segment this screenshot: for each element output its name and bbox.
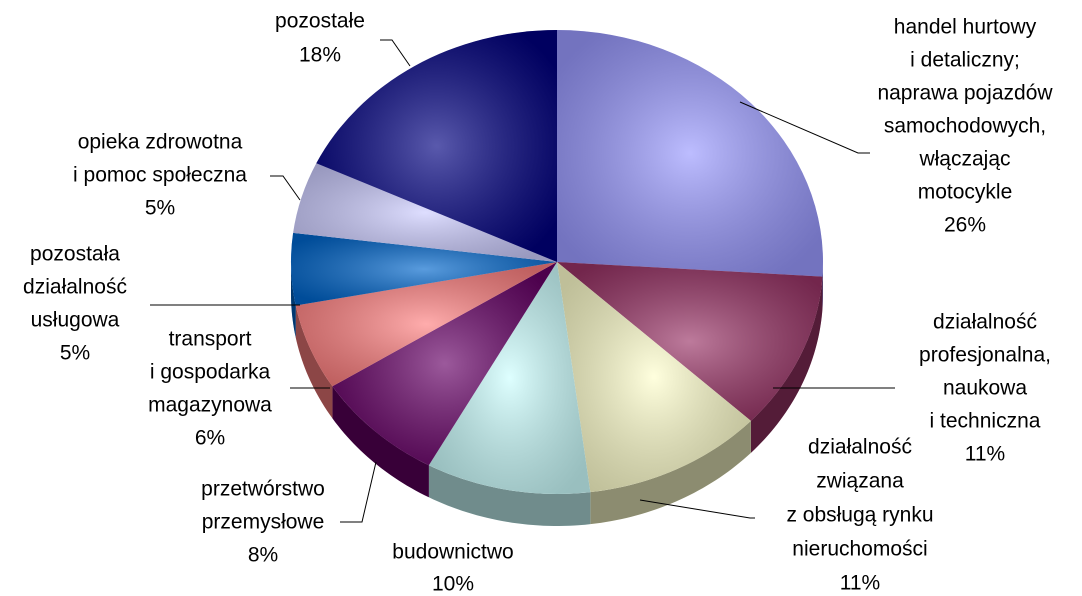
slice-label: związana [816, 470, 904, 493]
slice-side-shade [295, 305, 333, 419]
slice-label: nieruchomości [792, 538, 927, 561]
value-label: 6% [195, 427, 225, 450]
leader-line [270, 175, 301, 201]
slice-label: profesjonalna, [919, 344, 1051, 367]
value-label: 5% [145, 197, 175, 220]
value-label: 11% [840, 572, 880, 595]
slice-label: z obsługą rynku [786, 504, 933, 527]
slice-label: transport [169, 328, 252, 351]
slice-label: pozostałe [275, 10, 365, 33]
slice-label: naprawa pojazdów [877, 82, 1053, 105]
slice-label: pozostała [30, 243, 120, 266]
slice-shine [291, 232, 557, 306]
leader-line [739, 101, 870, 154]
slice-label: działalność [23, 276, 127, 299]
value-label: 11% [965, 443, 1005, 466]
slice-shine [293, 163, 557, 262]
leader-line [639, 499, 755, 519]
slice-side-shade [332, 386, 429, 498]
slice-label: i gospodarka [150, 361, 271, 384]
slice-label: i techniczna [930, 410, 1041, 433]
slice-shine [557, 262, 823, 421]
leader-line [340, 461, 377, 523]
slice-side-shade [822, 262, 823, 309]
slice-label: przetwórstwo [201, 478, 325, 501]
value-label: 10% [432, 573, 474, 596]
slice-label: usługowa [31, 309, 120, 332]
slice-side [332, 386, 429, 498]
slice-label: i pomoc społeczna [73, 164, 247, 187]
slice-label: przemysłowe [202, 511, 325, 534]
slice-side-shade [590, 420, 751, 525]
slice-side [750, 276, 823, 453]
slice-label: opieka zdrowotna [78, 131, 243, 154]
slice-shine [295, 262, 557, 387]
slice-shine [316, 30, 557, 262]
slice-side [428, 465, 591, 526]
slice-shine [557, 30, 823, 277]
leader-line [380, 39, 411, 67]
slice-label: magazynowa [148, 394, 272, 417]
slice-label: włączając [918, 148, 1010, 171]
value-label: 26% [944, 214, 986, 237]
slice-shine [332, 262, 557, 466]
slice-side-shade [291, 262, 296, 338]
slice-label: samochodowych, [884, 115, 1046, 138]
slice-shine [557, 262, 751, 493]
slice-label: i detaliczny; [910, 49, 1020, 72]
value-label: 18% [299, 44, 341, 67]
slice-label: handel hurtowy [894, 16, 1037, 39]
slice-label: działalność [808, 436, 912, 459]
slice-label: motocykle [918, 181, 1013, 204]
slice-label: działalność [933, 311, 1037, 334]
value-label: 5% [60, 342, 90, 365]
slice-side-shade [428, 465, 591, 526]
slice-side-shade [750, 276, 823, 453]
slice-side [295, 305, 333, 419]
slice-label: naukowa [943, 377, 1027, 400]
slice-side [822, 262, 823, 309]
value-label: 8% [248, 544, 278, 567]
slice-side [590, 420, 751, 525]
slice-shine [428, 262, 591, 494]
slice-side [291, 262, 296, 338]
slice-label: budownictwo [392, 541, 513, 564]
